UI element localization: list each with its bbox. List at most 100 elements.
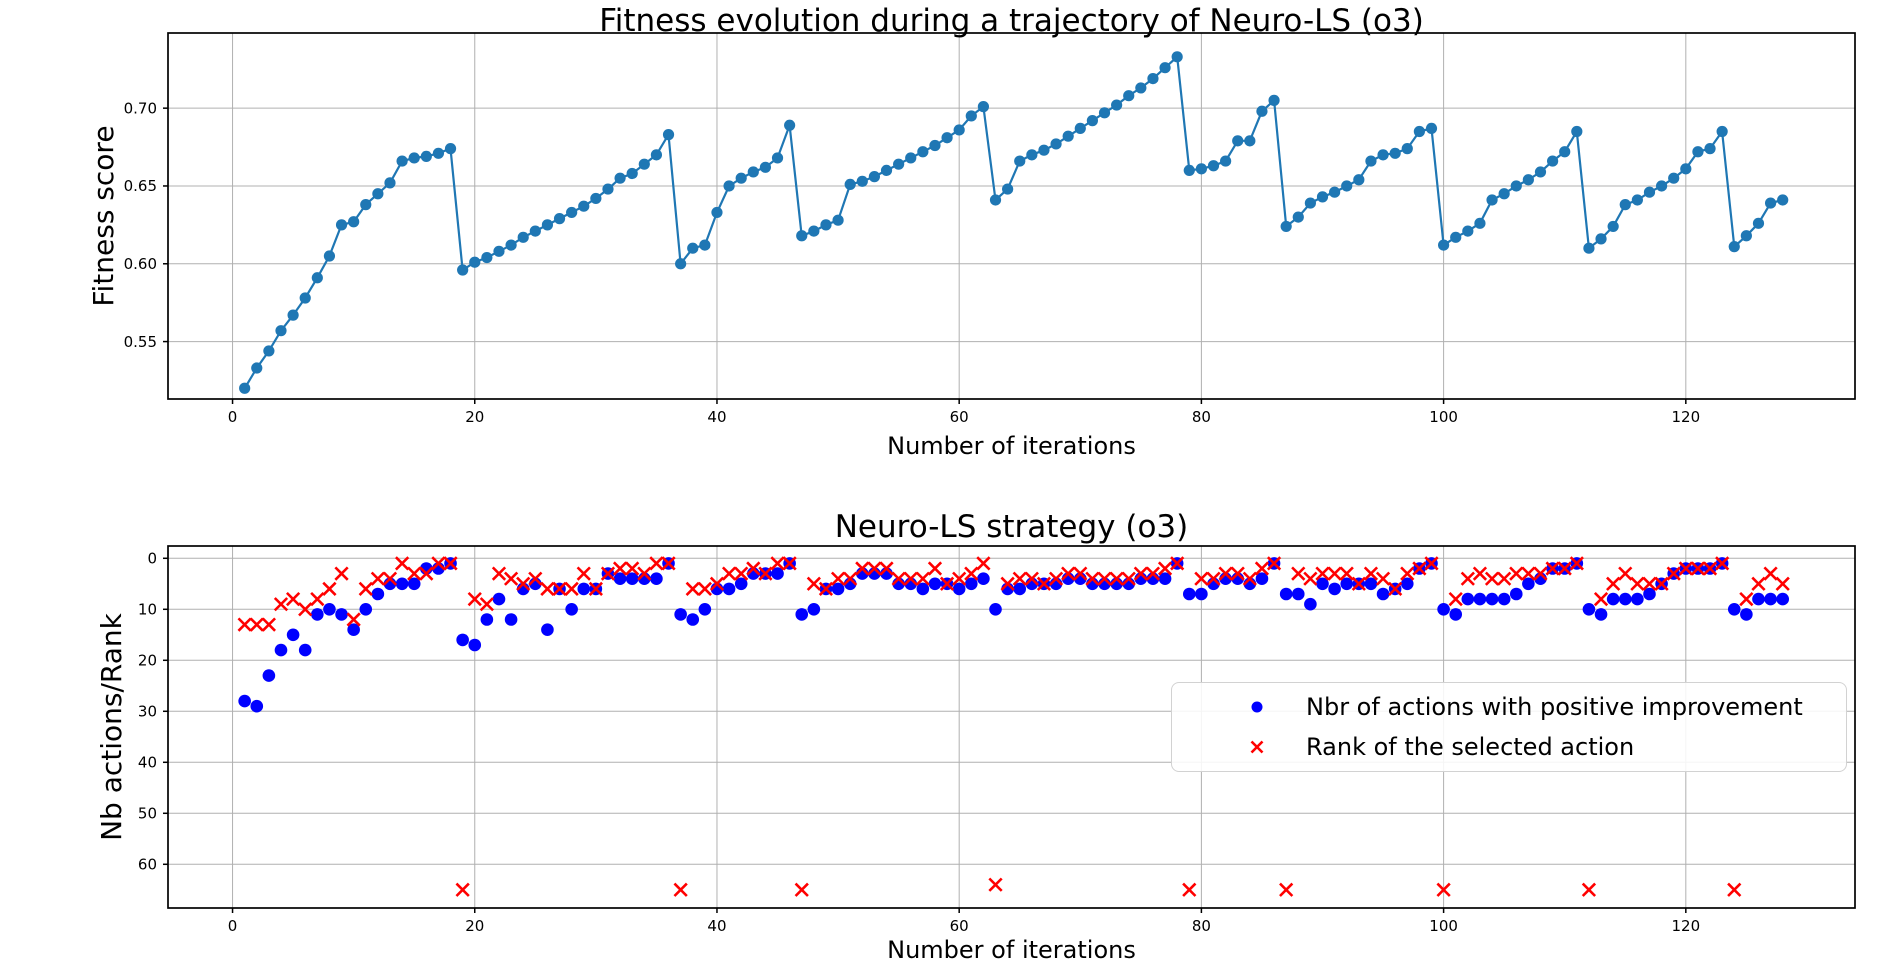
rank-x [1194,571,1209,586]
fitness-marker [1522,174,1534,186]
x-tick-label: 40 [707,408,726,426]
rank-x [952,571,967,586]
rank-x [1097,571,1112,586]
rank-x [576,566,591,581]
fitness-marker [626,167,638,180]
actions-dot [1279,587,1293,601]
rank-x [1024,571,1039,586]
x-tick-label: 0 [228,917,238,935]
fitness-marker [408,152,420,164]
legend-label-rank: Rank of the selected action [1306,733,1635,761]
rank-x [1678,561,1693,576]
actions-dot [1182,587,1196,601]
rank-x [709,576,725,591]
rank-x [782,556,797,571]
y-tick-label: 0.60 [124,255,157,273]
top-plot-area: 0 20 40 60 80 100 120 0.55 0.60 0.65 0.70 [124,32,1856,426]
fitness-marker [1462,225,1474,237]
rank-x [298,602,313,617]
fitness-marker [481,251,493,264]
fitness-marker [1595,233,1607,245]
fitness-marker [1365,155,1377,167]
fitness-marker [723,180,735,192]
x-tick-label: 80 [1192,917,1211,935]
rank-x [1375,571,1391,586]
fitness-marker [1389,147,1401,159]
actions-dot [480,613,494,626]
actions-dot [1740,608,1753,621]
rank-x [285,591,301,607]
rank-x [1157,561,1173,576]
fitness-marker [1486,194,1498,206]
rank-x [310,591,325,607]
actions-dot [807,602,821,616]
actions-dot [1522,577,1535,591]
rank-x [455,882,470,897]
rank-x [1061,566,1076,581]
x-tick-label: 60 [950,408,969,426]
rank-x [1484,571,1500,586]
fitness-marker [1002,183,1014,195]
rank-x [988,877,1003,892]
fitness-marker [1425,122,1438,134]
y-tick-label: 0.55 [124,333,157,351]
rank-x [552,581,567,597]
actions-dot [1582,602,1596,616]
fitness-marker [493,245,505,257]
fitness-marker [299,292,311,304]
legend-row-rank: Rank of the selected action [1172,727,1846,767]
rank-x [249,617,264,632]
x-tick-label: 100 [1429,408,1458,426]
fitness-marker [1655,180,1668,192]
rank-x [1133,566,1148,581]
rank-x [625,561,640,576]
rank-x [818,581,834,597]
fitness-marker [893,158,905,170]
fitness-marker [1062,130,1074,142]
fitness-marker [432,147,445,159]
fitness-marker [1026,149,1038,161]
y-tick-label: 0 [147,550,157,568]
fitness-marker [868,171,881,183]
fitness-marker [662,129,675,141]
rank-x [927,561,943,576]
rank-x [1533,566,1548,581]
rank-x [322,581,337,597]
actions-dot [650,572,663,585]
actions-dot [371,587,385,601]
rank-x [540,581,555,597]
fitness-marker [1220,155,1232,167]
actions-dot [1291,587,1305,601]
rank-x [1521,566,1536,581]
actions-dot [1437,602,1450,616]
rank-x [237,617,252,632]
fitness-marker [1450,231,1462,243]
fitness-marker [1740,230,1752,242]
fitness-marker [880,164,893,177]
actions-dot [625,572,639,585]
fitness-marker [832,214,844,226]
rank-x [261,617,277,632]
actions-dot [1400,577,1414,591]
rank-x [443,556,458,571]
fitness-marker [275,325,287,337]
fitness-marker [747,166,759,178]
actions-dot [323,602,336,616]
rank-x [1618,566,1633,581]
fitness-marker [1268,94,1280,106]
fitness-marker [808,225,820,237]
fitness-marker [1704,143,1716,155]
actions-dot [456,633,469,647]
actions-dot [795,608,809,621]
fitness-marker [1474,217,1486,229]
rank-x [1351,576,1366,591]
rank-x [661,556,676,571]
fitness-marker [1559,146,1571,158]
x-tick-label: 0 [228,408,238,426]
bottom-chart-xlabel: Number of iterations [887,936,1136,964]
rank-x [382,571,398,586]
fitness-marker [348,216,360,228]
rank-x [1545,561,1560,576]
fitness-marker [1764,197,1777,209]
